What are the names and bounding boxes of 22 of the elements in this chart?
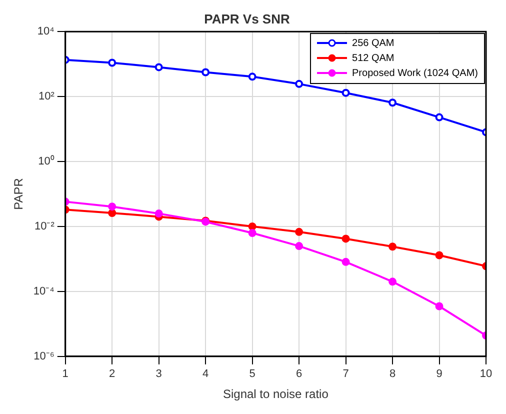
x-tick-label: 4	[202, 368, 209, 380]
x-axis-title: Signal to noise ratio	[222, 387, 329, 402]
y-tick-label: 10⁰	[38, 154, 54, 168]
y-tick-label: 10⁻⁴	[33, 285, 55, 298]
legend-label: 512 QAM	[352, 52, 394, 64]
x-tick-label: 2	[109, 368, 116, 380]
x-tick-label: 3	[156, 368, 162, 380]
y-tick-label: 10⁻²	[34, 220, 55, 233]
legend-label: Proposed Work (1024 QAM)	[352, 68, 478, 79]
chart-title: PAPR Vs SNR	[204, 11, 290, 26]
x-tick-label: 9	[436, 368, 442, 380]
y-tick-label: 10⁴	[37, 26, 55, 38]
x-tick-label: 10	[480, 368, 492, 380]
x-tick-label: 6	[296, 368, 302, 380]
y-tick-label: 10²	[38, 90, 55, 103]
x-tick-label: 7	[342, 368, 349, 380]
legend-label: 256 QAM	[352, 38, 394, 49]
y-axis-title: PAPR	[12, 178, 26, 210]
x-tick-label: 5	[249, 368, 256, 380]
x-tick-label: 1	[62, 368, 68, 380]
x-tick-label: 8	[389, 368, 396, 380]
y-tick-label: 10⁻⁶	[34, 350, 54, 362]
